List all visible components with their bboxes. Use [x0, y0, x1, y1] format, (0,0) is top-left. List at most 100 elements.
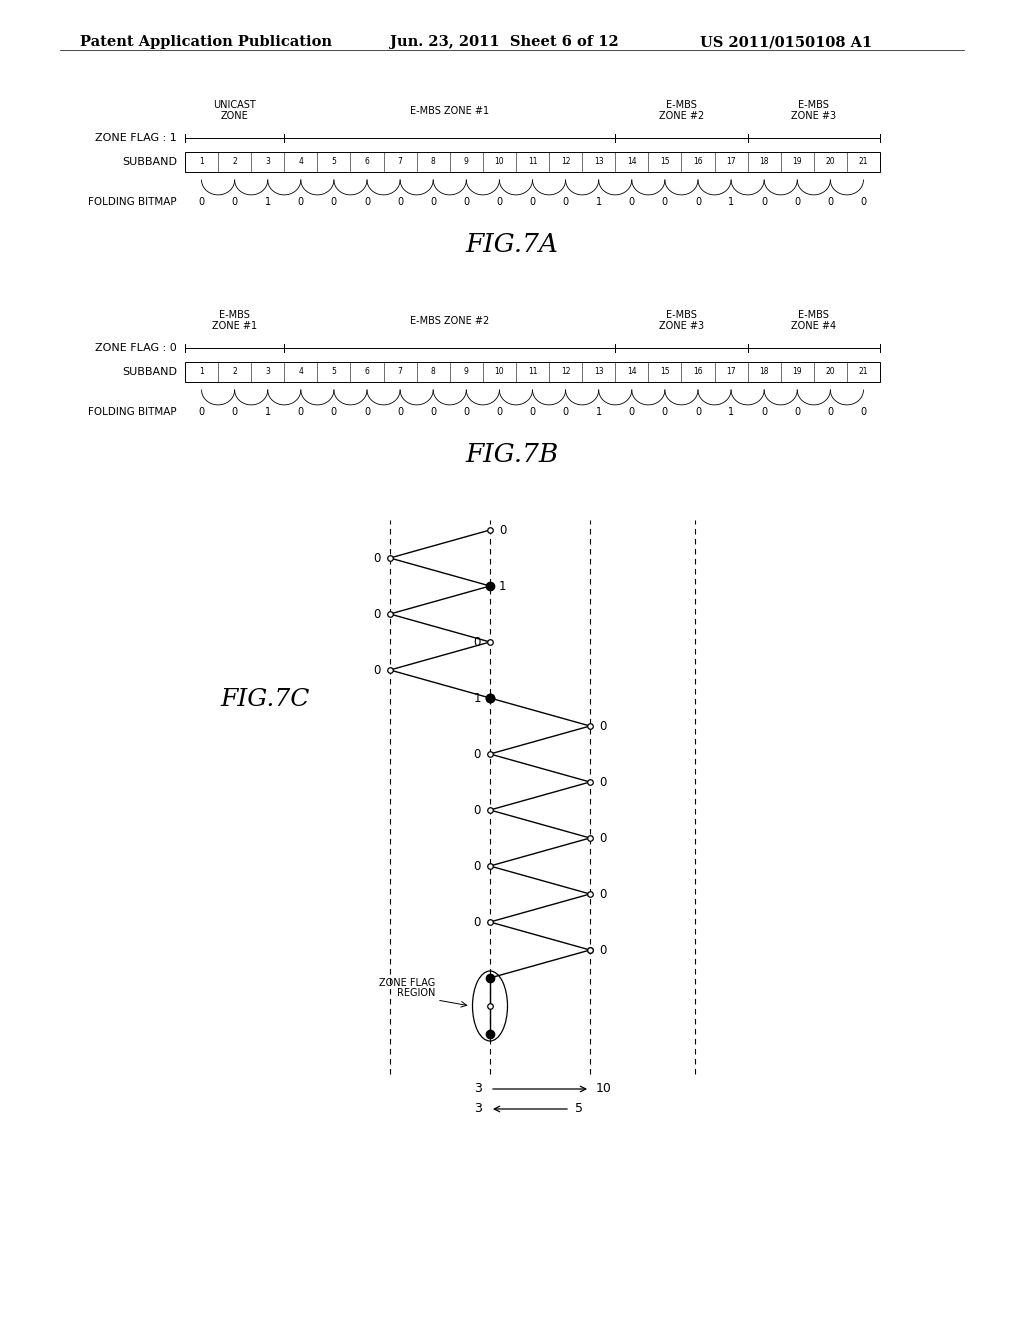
Text: 0: 0 [474, 635, 481, 648]
Text: 0: 0 [463, 197, 469, 207]
Text: 17: 17 [726, 367, 736, 376]
Text: 1: 1 [728, 197, 734, 207]
Text: 2: 2 [232, 367, 237, 376]
Text: 0: 0 [474, 859, 481, 873]
Text: 7: 7 [397, 367, 402, 376]
Text: 0: 0 [364, 197, 370, 207]
Text: REGION: REGION [396, 987, 435, 998]
Text: 0: 0 [529, 407, 536, 417]
Text: 20: 20 [825, 157, 836, 166]
Text: 13: 13 [594, 367, 603, 376]
Text: 0: 0 [761, 407, 767, 417]
Text: 3: 3 [474, 1102, 482, 1115]
Text: 0: 0 [474, 916, 481, 928]
Text: 0: 0 [761, 197, 767, 207]
Text: 0: 0 [662, 197, 668, 207]
Text: E-MBS: E-MBS [799, 100, 829, 110]
Text: US 2011/0150108 A1: US 2011/0150108 A1 [700, 36, 872, 49]
Text: Jun. 23, 2011  Sheet 6 of 12: Jun. 23, 2011 Sheet 6 of 12 [390, 36, 618, 49]
Text: ZONE FLAG: ZONE FLAG [379, 978, 435, 987]
Text: 0: 0 [430, 407, 436, 417]
Text: 1: 1 [596, 407, 602, 417]
Text: 0: 0 [562, 407, 568, 417]
Text: ZONE #1: ZONE #1 [212, 321, 257, 331]
Text: 21: 21 [859, 367, 868, 376]
Text: 7: 7 [397, 157, 402, 166]
Text: 0: 0 [497, 407, 503, 417]
Text: 1: 1 [728, 407, 734, 417]
Text: 0: 0 [860, 407, 866, 417]
Text: 0: 0 [499, 524, 507, 536]
Text: 5: 5 [575, 1102, 583, 1115]
Text: 15: 15 [660, 157, 670, 166]
Text: 11: 11 [527, 157, 538, 166]
Text: 4: 4 [298, 157, 303, 166]
Text: 12: 12 [561, 367, 570, 376]
Text: FIG.7C: FIG.7C [220, 689, 309, 711]
Text: ZONE FLAG : 0: ZONE FLAG : 0 [95, 343, 177, 352]
Text: 2: 2 [232, 157, 237, 166]
Text: FIG.7A: FIG.7A [466, 232, 558, 257]
Text: 8: 8 [431, 367, 435, 376]
Text: 10: 10 [495, 157, 504, 166]
Text: 0: 0 [474, 747, 481, 760]
Text: 0: 0 [629, 407, 635, 417]
Text: 1: 1 [499, 579, 507, 593]
Text: 6: 6 [365, 157, 370, 166]
Text: 0: 0 [397, 407, 403, 417]
Text: 18: 18 [760, 157, 769, 166]
Text: 0: 0 [374, 552, 381, 565]
Text: 8: 8 [431, 157, 435, 166]
Text: 5: 5 [332, 157, 336, 166]
Text: 0: 0 [860, 197, 866, 207]
Text: 16: 16 [693, 367, 702, 376]
Text: 0: 0 [298, 197, 304, 207]
Text: 19: 19 [793, 157, 802, 166]
Text: ZONE FLAG : 1: ZONE FLAG : 1 [95, 133, 177, 143]
Text: 18: 18 [760, 367, 769, 376]
Text: 1: 1 [200, 367, 204, 376]
Text: 10: 10 [495, 367, 504, 376]
Text: 0: 0 [827, 197, 834, 207]
Text: 15: 15 [660, 367, 670, 376]
Text: ZONE #4: ZONE #4 [792, 321, 837, 331]
Text: 0: 0 [795, 407, 801, 417]
Text: 11: 11 [527, 367, 538, 376]
Text: E-MBS: E-MBS [666, 100, 697, 110]
Bar [185, 152, 880, 172]
Text: 1: 1 [596, 197, 602, 207]
Text: 0: 0 [795, 197, 801, 207]
Text: 0: 0 [199, 197, 205, 207]
Text: 0: 0 [827, 407, 834, 417]
Text: ZONE: ZONE [221, 111, 249, 121]
Text: 3: 3 [265, 367, 270, 376]
Text: 14: 14 [627, 157, 637, 166]
Text: 19: 19 [793, 367, 802, 376]
Bar [185, 362, 880, 381]
Text: 0: 0 [231, 407, 238, 417]
Text: E-MBS ZONE #2: E-MBS ZONE #2 [411, 315, 489, 326]
Text: 0: 0 [562, 197, 568, 207]
Text: 14: 14 [627, 367, 637, 376]
Text: E-MBS ZONE #1: E-MBS ZONE #1 [411, 106, 489, 116]
Text: 9: 9 [464, 157, 469, 166]
Text: 0: 0 [199, 407, 205, 417]
Text: 0: 0 [474, 804, 481, 817]
Text: 0: 0 [529, 197, 536, 207]
Text: SUBBAND: SUBBAND [122, 367, 177, 378]
Text: 0: 0 [599, 887, 606, 900]
Text: 21: 21 [859, 157, 868, 166]
Text: Patent Application Publication: Patent Application Publication [80, 36, 332, 49]
Text: 1: 1 [264, 197, 270, 207]
Text: ZONE #2: ZONE #2 [658, 111, 705, 121]
Text: 4: 4 [298, 367, 303, 376]
Text: SUBBAND: SUBBAND [122, 157, 177, 168]
Text: ZONE #3: ZONE #3 [658, 321, 703, 331]
Text: FOLDING BITMAP: FOLDING BITMAP [88, 407, 177, 417]
Text: FOLDING BITMAP: FOLDING BITMAP [88, 197, 177, 207]
Text: 1: 1 [264, 407, 270, 417]
Text: 6: 6 [365, 367, 370, 376]
Text: E-MBS: E-MBS [799, 310, 829, 319]
Text: 1: 1 [200, 157, 204, 166]
Text: FIG.7B: FIG.7B [465, 442, 559, 467]
